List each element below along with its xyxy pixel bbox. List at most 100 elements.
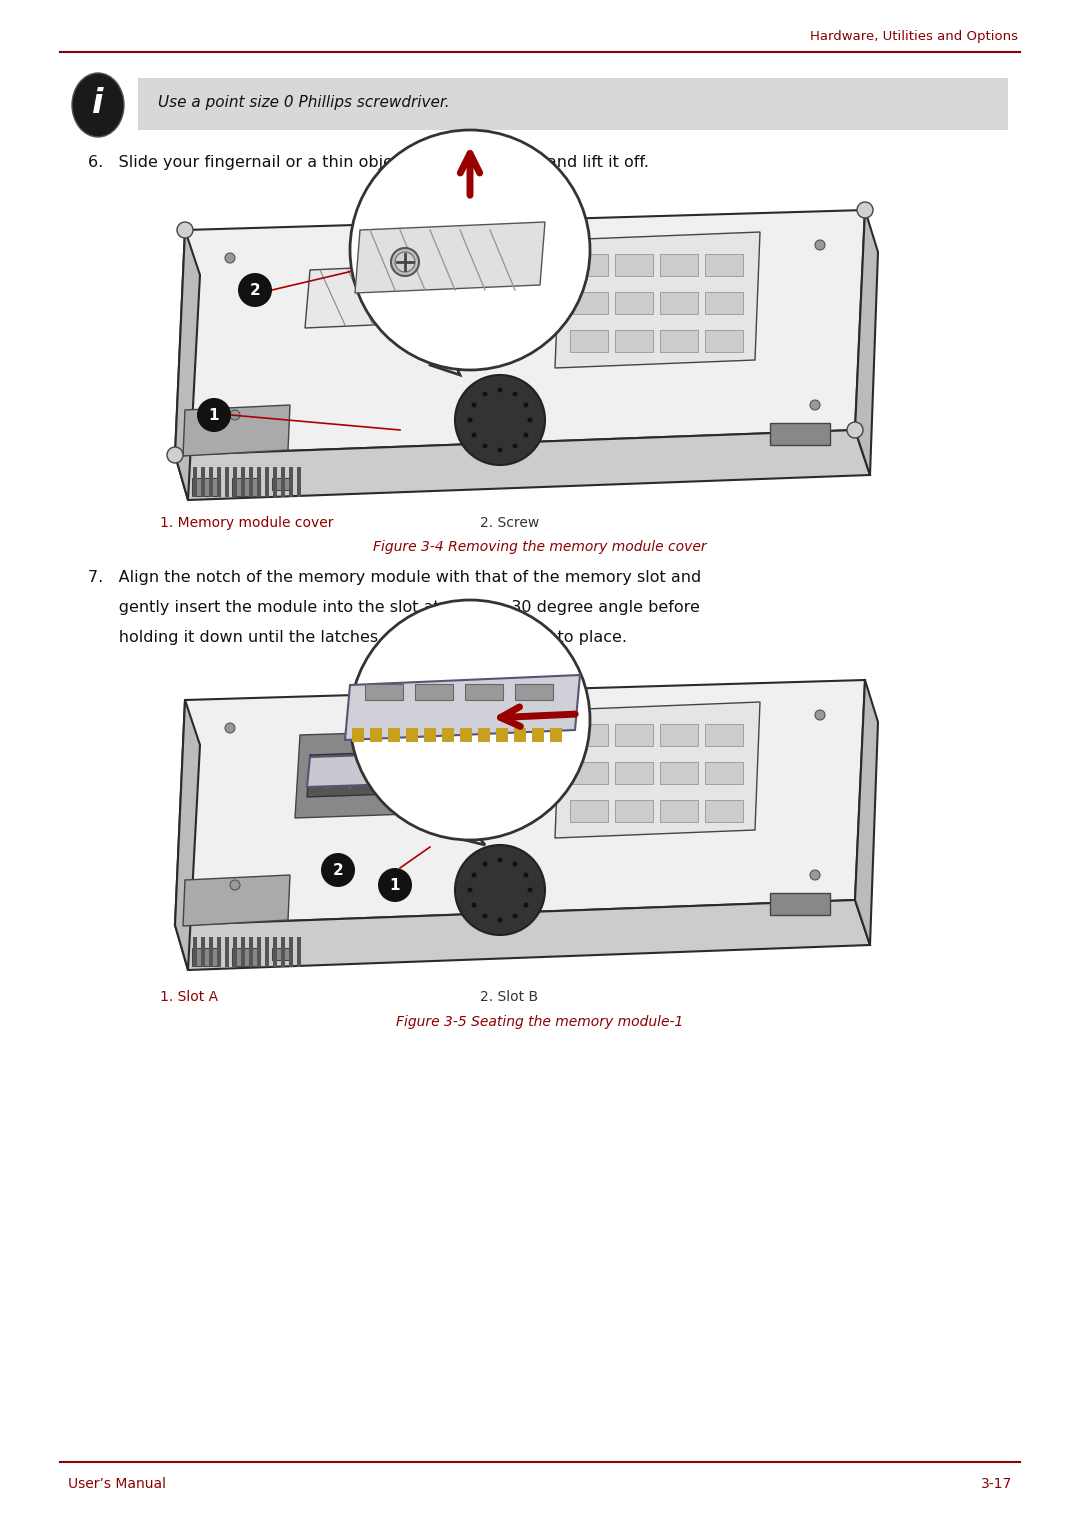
Circle shape xyxy=(810,399,820,410)
FancyBboxPatch shape xyxy=(615,330,653,352)
Circle shape xyxy=(472,872,476,878)
Text: 3-17: 3-17 xyxy=(981,1476,1012,1492)
Bar xyxy=(210,936,213,967)
Bar xyxy=(273,467,276,497)
FancyBboxPatch shape xyxy=(570,762,608,783)
Bar xyxy=(233,467,237,497)
Text: Figure 3-4 Removing the memory module cover: Figure 3-4 Removing the memory module co… xyxy=(374,540,706,554)
Polygon shape xyxy=(855,210,878,474)
Bar xyxy=(217,467,221,497)
Bar xyxy=(193,467,197,497)
Circle shape xyxy=(815,240,825,249)
FancyBboxPatch shape xyxy=(515,684,553,701)
Text: gently insert the module into the slot at about a 30 degree angle before: gently insert the module into the slot a… xyxy=(87,600,700,615)
FancyBboxPatch shape xyxy=(660,800,698,822)
Circle shape xyxy=(513,392,517,396)
FancyBboxPatch shape xyxy=(615,292,653,314)
Circle shape xyxy=(395,252,415,272)
FancyBboxPatch shape xyxy=(705,292,743,314)
Bar xyxy=(289,467,293,497)
Text: 2. Screw: 2. Screw xyxy=(480,516,539,529)
Polygon shape xyxy=(183,405,291,456)
Polygon shape xyxy=(307,748,510,797)
Polygon shape xyxy=(175,900,870,970)
Bar xyxy=(210,467,213,497)
FancyBboxPatch shape xyxy=(660,724,698,747)
Circle shape xyxy=(350,130,590,370)
Circle shape xyxy=(197,398,231,431)
Bar xyxy=(297,467,301,497)
FancyBboxPatch shape xyxy=(415,684,453,701)
Polygon shape xyxy=(345,675,580,741)
Bar xyxy=(370,728,382,742)
Text: 1: 1 xyxy=(390,878,401,892)
Circle shape xyxy=(498,857,502,863)
Bar xyxy=(514,728,526,742)
Circle shape xyxy=(225,252,235,263)
Polygon shape xyxy=(307,750,519,786)
Circle shape xyxy=(498,918,502,923)
Text: 1. Slot A: 1. Slot A xyxy=(160,990,218,1004)
Polygon shape xyxy=(175,230,200,500)
FancyBboxPatch shape xyxy=(705,254,743,275)
Circle shape xyxy=(455,375,545,465)
Bar xyxy=(424,728,436,742)
Circle shape xyxy=(524,903,528,907)
Text: i: i xyxy=(92,87,104,119)
FancyBboxPatch shape xyxy=(570,330,608,352)
Bar xyxy=(289,936,293,967)
Circle shape xyxy=(468,418,473,422)
Bar xyxy=(478,728,490,742)
Circle shape xyxy=(513,861,517,866)
Ellipse shape xyxy=(72,73,124,138)
Circle shape xyxy=(350,600,590,840)
Circle shape xyxy=(858,202,873,217)
Bar xyxy=(225,936,229,967)
Circle shape xyxy=(378,868,411,903)
FancyBboxPatch shape xyxy=(615,762,653,783)
Bar xyxy=(496,728,508,742)
Circle shape xyxy=(391,248,419,275)
Bar xyxy=(297,936,301,967)
Text: Figure 3-5 Seating the memory module-1: Figure 3-5 Seating the memory module-1 xyxy=(396,1014,684,1030)
Circle shape xyxy=(483,861,487,866)
FancyBboxPatch shape xyxy=(660,254,698,275)
Polygon shape xyxy=(555,233,760,369)
Bar xyxy=(217,936,221,967)
Text: Hardware, Utilities and Options: Hardware, Utilities and Options xyxy=(810,31,1018,43)
FancyBboxPatch shape xyxy=(232,949,260,965)
FancyBboxPatch shape xyxy=(232,477,260,496)
FancyBboxPatch shape xyxy=(615,800,653,822)
FancyBboxPatch shape xyxy=(272,949,291,959)
Circle shape xyxy=(455,845,545,935)
Polygon shape xyxy=(555,702,760,838)
Bar xyxy=(193,936,197,967)
Circle shape xyxy=(483,444,487,448)
Circle shape xyxy=(513,913,517,918)
Bar xyxy=(460,728,472,742)
FancyBboxPatch shape xyxy=(272,477,291,490)
FancyBboxPatch shape xyxy=(570,800,608,822)
FancyBboxPatch shape xyxy=(570,292,608,314)
FancyBboxPatch shape xyxy=(660,762,698,783)
Text: 7.   Align the notch of the memory module with that of the memory slot and: 7. Align the notch of the memory module … xyxy=(87,571,701,584)
Circle shape xyxy=(498,387,502,393)
Text: 1. Memory module cover: 1. Memory module cover xyxy=(160,516,334,529)
Bar xyxy=(532,728,544,742)
Bar xyxy=(201,936,205,967)
Text: 6.   Slide your fingernail or a thin object under the cover and lift it off.: 6. Slide your fingernail or a thin objec… xyxy=(87,155,649,170)
Polygon shape xyxy=(175,430,870,500)
Bar xyxy=(265,936,269,967)
FancyBboxPatch shape xyxy=(192,949,220,965)
FancyBboxPatch shape xyxy=(615,254,653,275)
Circle shape xyxy=(472,903,476,907)
Polygon shape xyxy=(855,679,878,946)
Text: holding it down until the latches on either side snap into place.: holding it down until the latches on eit… xyxy=(87,630,627,646)
FancyBboxPatch shape xyxy=(705,330,743,352)
Circle shape xyxy=(167,447,183,464)
Circle shape xyxy=(225,724,235,733)
Circle shape xyxy=(230,410,240,421)
FancyBboxPatch shape xyxy=(365,684,403,701)
FancyBboxPatch shape xyxy=(192,477,220,496)
Polygon shape xyxy=(175,679,865,926)
